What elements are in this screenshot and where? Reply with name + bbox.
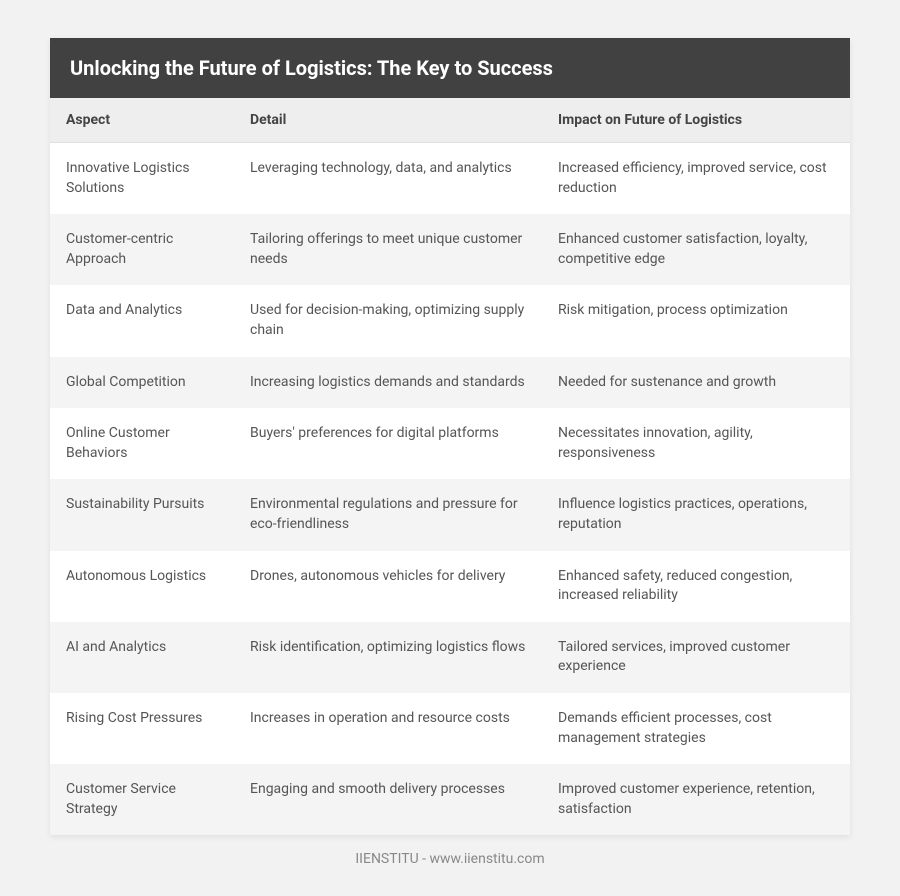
table-row: AI and Analytics Risk identification, op…: [50, 622, 850, 693]
cell-aspect: Customer-centric Approach: [50, 214, 234, 285]
table-row: Customer-centric Approach Tailoring offe…: [50, 214, 850, 285]
cell-detail: Increasing logistics demands and standar…: [234, 357, 542, 409]
cell-impact: Tailored services, improved customer exp…: [542, 622, 850, 693]
cell-impact: Enhanced safety, reduced congestion, inc…: [542, 551, 850, 622]
table-row: Sustainability Pursuits Environmental re…: [50, 479, 850, 550]
col-header-detail: Detail: [234, 98, 542, 143]
cell-detail: Tailoring offerings to meet unique custo…: [234, 214, 542, 285]
cell-impact: Needed for sustenance and growth: [542, 357, 850, 409]
table-row: Innovative Logistics Solutions Leveragin…: [50, 143, 850, 215]
cell-impact: Enhanced customer satisfaction, loyalty,…: [542, 214, 850, 285]
col-header-impact: Impact on Future of Logistics: [542, 98, 850, 143]
table-row: Autonomous Logistics Drones, autonomous …: [50, 551, 850, 622]
cell-aspect: Rising Cost Pressures: [50, 693, 234, 764]
cell-aspect: Autonomous Logistics: [50, 551, 234, 622]
cell-aspect: Customer Service Strategy: [50, 764, 234, 835]
col-header-aspect: Aspect: [50, 98, 234, 143]
cell-detail: Environmental regulations and pressure f…: [234, 479, 542, 550]
table-row: Rising Cost Pressures Increases in opera…: [50, 693, 850, 764]
cell-aspect: Global Competition: [50, 357, 234, 409]
cell-detail: Buyers' preferences for digital platform…: [234, 408, 542, 479]
table-row: Customer Service Strategy Engaging and s…: [50, 764, 850, 835]
cell-aspect: AI and Analytics: [50, 622, 234, 693]
table-row: Data and Analytics Used for decision-mak…: [50, 285, 850, 356]
cell-detail: Risk identification, optimizing logistic…: [234, 622, 542, 693]
cell-detail: Increases in operation and resource cost…: [234, 693, 542, 764]
cell-impact: Demands efficient processes, cost manage…: [542, 693, 850, 764]
cell-detail: Engaging and smooth delivery processes: [234, 764, 542, 835]
cell-impact: Influence logistics practices, operation…: [542, 479, 850, 550]
logistics-table: Aspect Detail Impact on Future of Logist…: [50, 98, 850, 835]
cell-impact: Risk mitigation, process optimization: [542, 285, 850, 356]
cell-detail: Leveraging technology, data, and analyti…: [234, 143, 542, 215]
cell-impact: Necessitates innovation, agility, respon…: [542, 408, 850, 479]
page-title: Unlocking the Future of Logistics: The K…: [50, 38, 850, 98]
table-row: Global Competition Increasing logistics …: [50, 357, 850, 409]
cell-impact: Increased efficiency, improved service, …: [542, 143, 850, 215]
cell-detail: Used for decision-making, optimizing sup…: [234, 285, 542, 356]
cell-aspect: Data and Analytics: [50, 285, 234, 356]
table-header-row: Aspect Detail Impact on Future of Logist…: [50, 98, 850, 143]
cell-aspect: Innovative Logistics Solutions: [50, 143, 234, 215]
table-body: Innovative Logistics Solutions Leveragin…: [50, 143, 850, 836]
table-row: Online Customer Behaviors Buyers' prefer…: [50, 408, 850, 479]
cell-aspect: Sustainability Pursuits: [50, 479, 234, 550]
cell-impact: Improved customer experience, retention,…: [542, 764, 850, 835]
cell-aspect: Online Customer Behaviors: [50, 408, 234, 479]
table-card: Unlocking the Future of Logistics: The K…: [50, 38, 850, 835]
footer-attribution: IIENSTITU - www.iienstitu.com: [50, 835, 850, 867]
cell-detail: Drones, autonomous vehicles for delivery: [234, 551, 542, 622]
